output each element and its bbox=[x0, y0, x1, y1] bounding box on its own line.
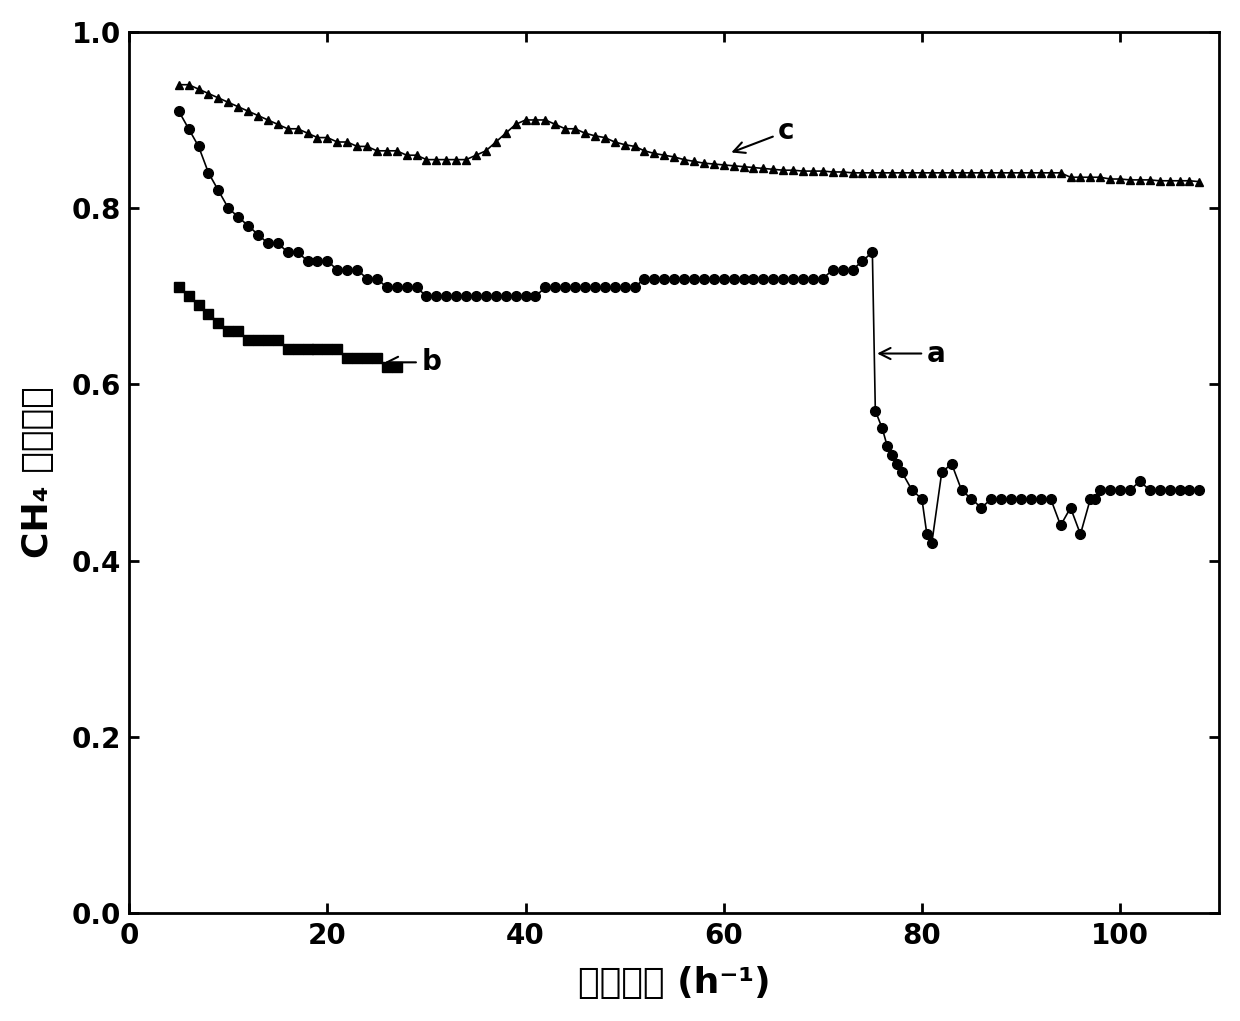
Text: c: c bbox=[733, 117, 795, 153]
Text: a: a bbox=[879, 340, 946, 368]
Text: b: b bbox=[387, 348, 441, 377]
Y-axis label: CH₄ 的转化率: CH₄ 的转化率 bbox=[21, 387, 55, 558]
X-axis label: 反应时间 (h⁻¹): 反应时间 (h⁻¹) bbox=[578, 966, 770, 1001]
